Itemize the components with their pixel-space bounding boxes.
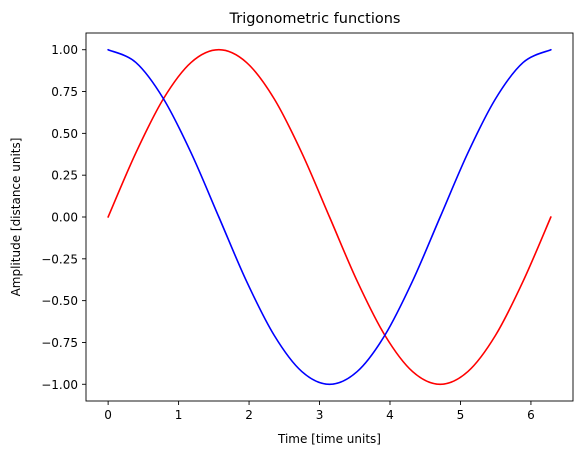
y-tick-label: 1.00 bbox=[51, 43, 78, 57]
x-tick-label: 4 bbox=[386, 408, 394, 422]
y-tick-label: −1.00 bbox=[41, 378, 78, 392]
y-tick-label: 0.75 bbox=[51, 85, 78, 99]
y-tick-label: 0.50 bbox=[51, 127, 78, 141]
series-line-1 bbox=[107, 48, 552, 386]
y-tick-label: 0.25 bbox=[51, 169, 78, 183]
x-axis-label: Time [time units] bbox=[277, 432, 381, 446]
x-tick-label: 3 bbox=[316, 408, 324, 422]
series-line-0 bbox=[107, 48, 552, 386]
y-tick-label: −0.25 bbox=[41, 252, 78, 266]
x-tick-label: 5 bbox=[457, 408, 465, 422]
x-tick-label: 2 bbox=[245, 408, 253, 422]
x-tick-label: 1 bbox=[175, 408, 183, 422]
y-axis-label: Amplitude [distance units] bbox=[9, 138, 23, 297]
y-tick-label: 0.00 bbox=[51, 211, 78, 225]
chart-title: Trigonometric functions bbox=[229, 11, 401, 27]
plot-area: 0 1 2 3 4 5 6 1.00 0.75 0.50 0.25 0.00 −0.25 −0.50 −0.… bbox=[41, 32, 574, 422]
x-tick-label: 0 bbox=[104, 408, 112, 422]
x-tick-label: 6 bbox=[527, 408, 535, 422]
y-tick-label: −0.50 bbox=[41, 294, 78, 308]
y-tick-label: −0.75 bbox=[41, 336, 78, 350]
